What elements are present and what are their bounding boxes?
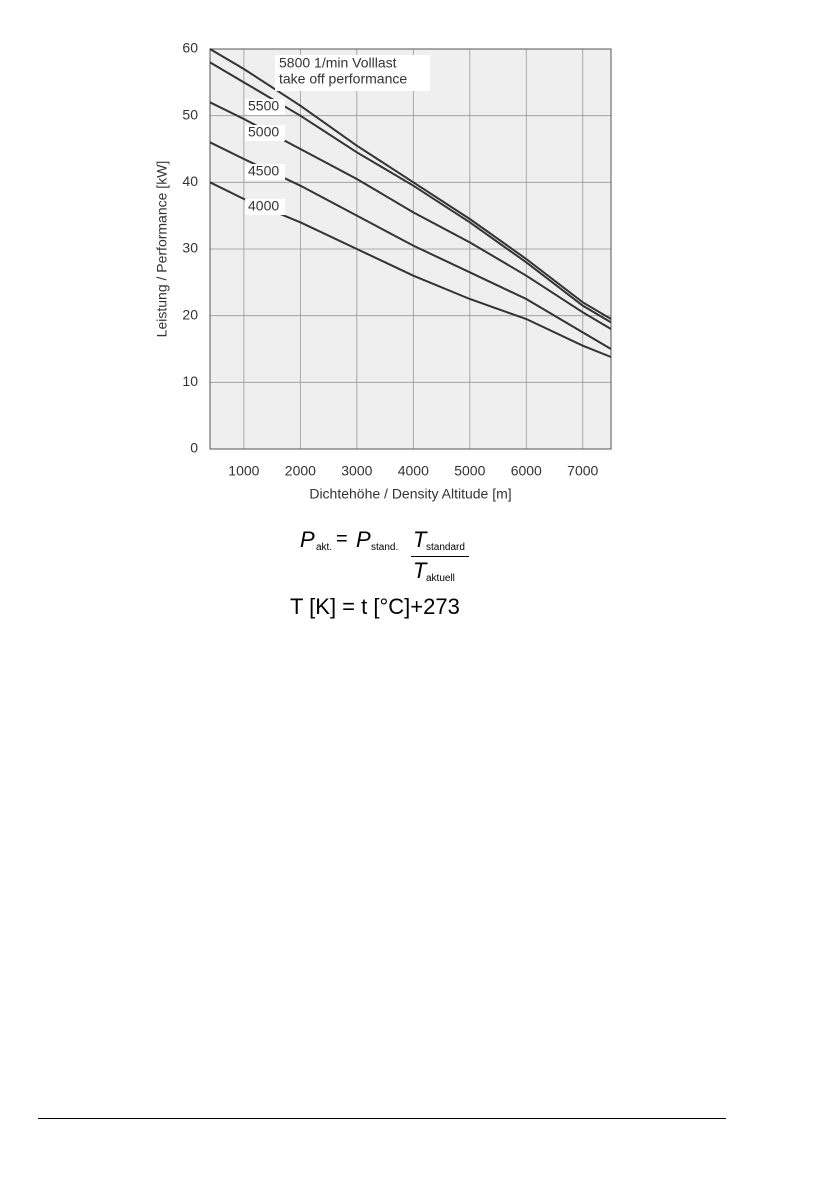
formula-p: P [356, 527, 371, 552]
y-axis-label: Leistung / Performance [kW] [154, 161, 170, 338]
fraction-bar [411, 556, 469, 557]
y-tick-label: 40 [182, 173, 198, 189]
formula-sub: standard [426, 542, 465, 553]
plot-frame [209, 48, 612, 450]
label-box [245, 199, 285, 215]
series-line [209, 61, 612, 324]
formula-sub: stand. [371, 542, 399, 553]
series-line [209, 48, 612, 320]
label-box [245, 99, 285, 115]
y-tick-label: 10 [182, 373, 198, 389]
x-tick-label: 6000 [511, 463, 542, 479]
x-tick-label: 1000 [228, 463, 259, 479]
label-box [275, 55, 430, 91]
formula-sub: aktuell [426, 573, 455, 584]
y-tick-label: 60 [182, 40, 198, 56]
y-tick-label: 20 [182, 306, 198, 322]
footer-rule [38, 1118, 726, 1119]
series-label: 5000 [248, 124, 279, 140]
x-axis-label: Dichtehöhe / Density Altitude [m] [309, 486, 511, 502]
chart: 0 10 20 30 40 50 60 1000 2000 3000 4000 5000 6000 700… [154, 40, 612, 502]
x-tick-label: 3000 [341, 463, 372, 479]
label-box [245, 125, 285, 141]
annotation: take off performance [279, 71, 407, 87]
x-tick-label: 4000 [398, 463, 429, 479]
series-label: 4500 [248, 163, 279, 179]
formula-t: T [413, 527, 427, 552]
x-tick-label: 2000 [285, 463, 316, 479]
x-tick-label: 7000 [567, 463, 598, 479]
formula-kelvin: T [K] = t [°C]+273 [290, 594, 460, 619]
y-tick-label: 30 [182, 240, 198, 256]
y-tick-label: 0 [190, 440, 198, 456]
series-label: 4000 [248, 198, 279, 214]
formula-t: T [413, 558, 427, 583]
formula-sub: akt. [316, 542, 333, 553]
y-tick-label: 50 [182, 106, 198, 122]
label-box [245, 164, 285, 180]
x-tick-label: 5000 [454, 463, 485, 479]
series-label: 5800 1/min Volllast [279, 55, 397, 71]
formula-p: P [300, 527, 315, 552]
series-label: 5500 [248, 98, 279, 114]
formula-eq: = [336, 528, 348, 550]
